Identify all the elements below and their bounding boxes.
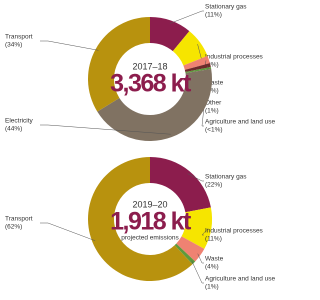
slice-value-label: (34%) (5, 42, 22, 49)
leader-line (40, 222, 96, 241)
slice-label: Waste (205, 256, 224, 263)
slice-label: Transport (5, 34, 33, 41)
slice-label: Agriculture and land use (205, 119, 275, 126)
leader-line (169, 10, 204, 24)
slice-value-label: (1%) (205, 108, 219, 115)
slice-value-label: (1%) (205, 284, 219, 291)
slice-label: Waste (205, 80, 224, 87)
chart: Stationary gas(11%)Industrial processes(… (5, 4, 275, 291)
leader-line (191, 260, 204, 284)
donut-slice (172, 31, 208, 66)
slice-label: Stationary gas (205, 4, 247, 11)
slice-value-label: (2%) (205, 88, 219, 95)
leader-line (197, 253, 204, 264)
donut-slice (87, 17, 150, 112)
donut-slice (174, 243, 196, 265)
donut-slice (183, 55, 210, 70)
donut-year: 2019–20 (132, 199, 167, 209)
slice-value-label: (11%) (205, 236, 222, 243)
slice-value-label: (44%) (5, 126, 22, 133)
donut-slice (87, 157, 193, 281)
donut-year: 2017–18 (132, 61, 167, 71)
donut-note: projected emissions (121, 235, 179, 242)
slice-value-label: (22%) (205, 182, 222, 189)
slice-label: Agriculture and land use (205, 276, 275, 283)
leader-line (40, 124, 171, 135)
donut-slice (181, 207, 212, 249)
slice-label: Industrial processes (205, 228, 264, 235)
leader-line (40, 40, 99, 51)
slice-label: Other (205, 100, 222, 107)
slice-label: Transport (5, 216, 33, 223)
leader-line (201, 228, 209, 236)
slice-value-label: (62%) (5, 224, 22, 231)
slice-value-label: (8%) (205, 62, 219, 69)
slice-label: Electricity (5, 118, 34, 125)
donut-total: 3,368 kt (110, 70, 192, 98)
donut-slice (150, 17, 190, 52)
donut-slice (97, 68, 213, 141)
slice-value-label: (<1%) (205, 127, 223, 134)
slice-label: Industrial processes (205, 54, 264, 61)
leader-line (187, 173, 204, 182)
slice-value-label: (4%) (205, 264, 219, 271)
donut-slice (184, 63, 211, 73)
donut-slice (176, 236, 205, 262)
slice-label: Stationary gas (205, 174, 247, 181)
slice-value-label: (11%) (205, 12, 222, 19)
donut-total: 1,918 kt (110, 208, 192, 236)
donut-slice (150, 157, 211, 213)
donut-slice (185, 66, 212, 74)
